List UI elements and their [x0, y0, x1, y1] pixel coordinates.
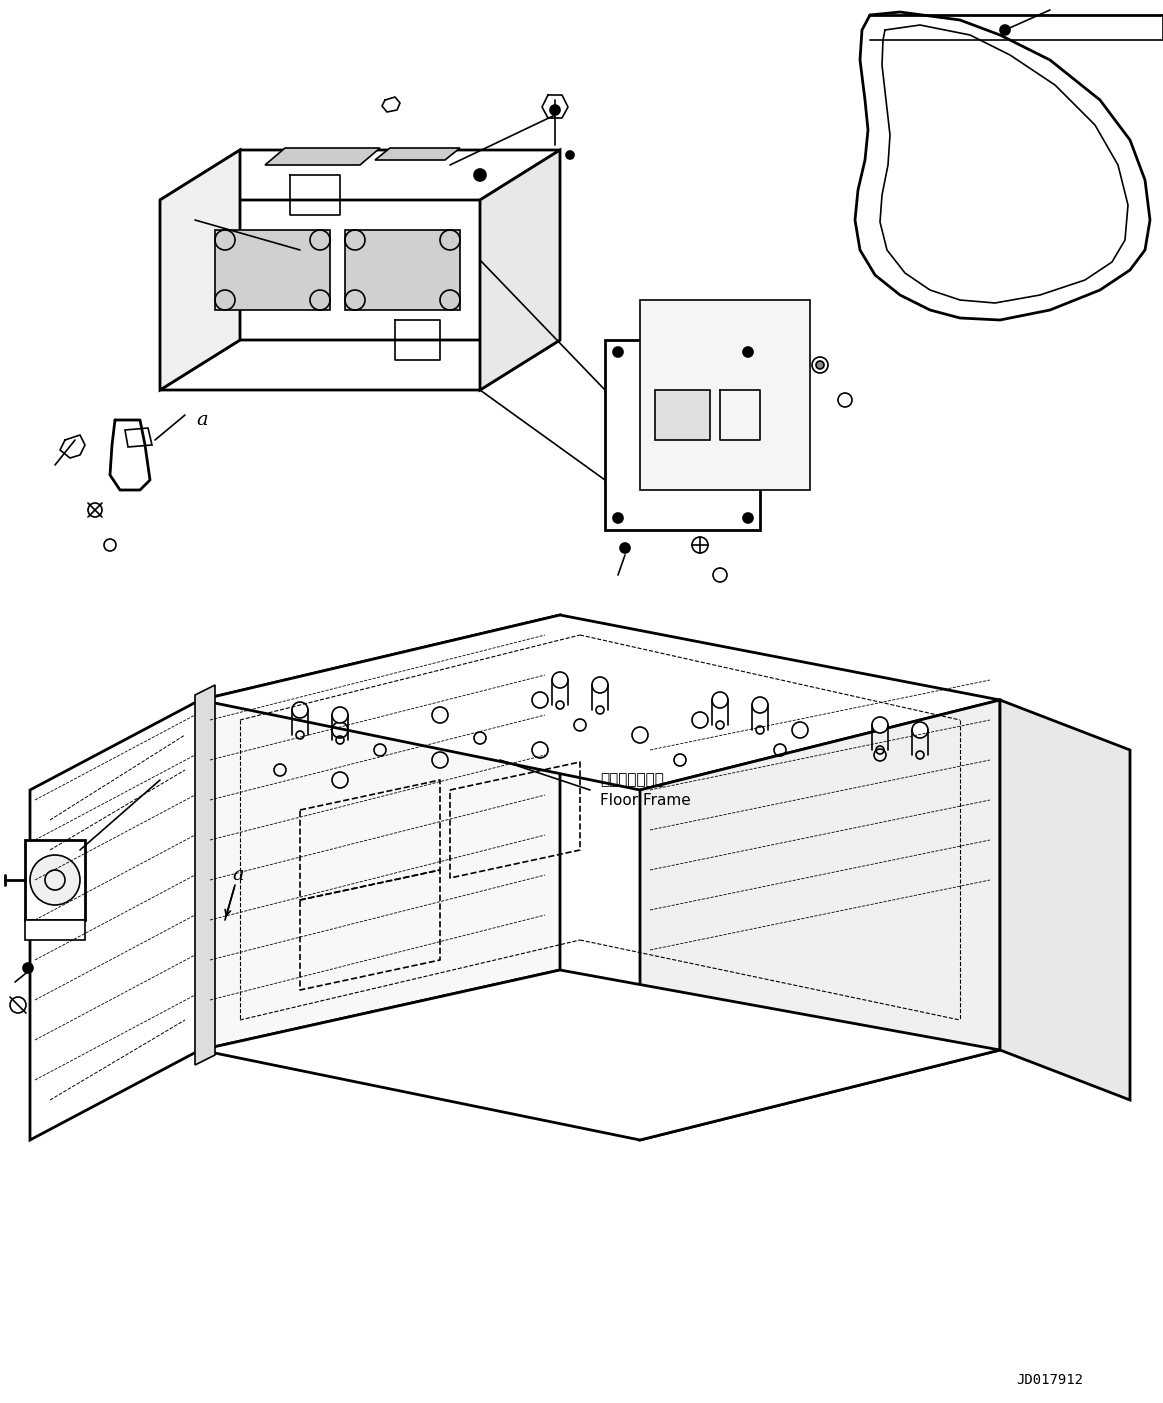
- Circle shape: [592, 678, 608, 693]
- Circle shape: [712, 692, 728, 709]
- Circle shape: [743, 347, 752, 356]
- Polygon shape: [640, 700, 1000, 1141]
- Circle shape: [10, 998, 26, 1013]
- Polygon shape: [1000, 700, 1130, 1100]
- Circle shape: [550, 105, 561, 115]
- Polygon shape: [160, 340, 561, 390]
- Circle shape: [30, 854, 80, 905]
- Circle shape: [872, 717, 889, 732]
- Polygon shape: [345, 230, 461, 310]
- Circle shape: [331, 707, 348, 723]
- Circle shape: [613, 347, 623, 356]
- Circle shape: [104, 539, 116, 551]
- Circle shape: [613, 513, 623, 523]
- Circle shape: [23, 962, 33, 974]
- Polygon shape: [30, 700, 200, 1141]
- Polygon shape: [215, 230, 330, 310]
- Circle shape: [812, 356, 828, 373]
- Polygon shape: [480, 150, 561, 390]
- Polygon shape: [160, 150, 240, 390]
- Polygon shape: [160, 150, 561, 201]
- Polygon shape: [195, 685, 215, 1065]
- Text: Floor Frame: Floor Frame: [600, 793, 691, 808]
- Circle shape: [475, 168, 486, 181]
- Circle shape: [713, 568, 727, 582]
- Text: JD017912: JD017912: [1016, 1374, 1084, 1388]
- Polygon shape: [200, 615, 561, 1049]
- Text: a: a: [197, 411, 208, 429]
- Polygon shape: [605, 340, 759, 530]
- Circle shape: [839, 393, 852, 407]
- Polygon shape: [200, 969, 1000, 1141]
- Polygon shape: [24, 920, 85, 940]
- Circle shape: [620, 543, 630, 553]
- Circle shape: [292, 702, 308, 718]
- Circle shape: [1000, 25, 1009, 35]
- Polygon shape: [24, 840, 85, 920]
- Polygon shape: [655, 390, 709, 441]
- Circle shape: [743, 513, 752, 523]
- Circle shape: [752, 697, 768, 713]
- Circle shape: [816, 361, 825, 369]
- Polygon shape: [374, 147, 461, 160]
- Circle shape: [692, 537, 708, 553]
- Text: a: a: [233, 866, 244, 884]
- Circle shape: [566, 152, 575, 159]
- Polygon shape: [265, 147, 380, 166]
- Circle shape: [912, 723, 928, 738]
- Circle shape: [88, 504, 102, 516]
- Circle shape: [552, 672, 568, 687]
- Polygon shape: [200, 615, 1000, 790]
- Polygon shape: [124, 428, 152, 448]
- Polygon shape: [640, 300, 809, 490]
- Text: フロアフレーム: フロアフレーム: [600, 773, 664, 787]
